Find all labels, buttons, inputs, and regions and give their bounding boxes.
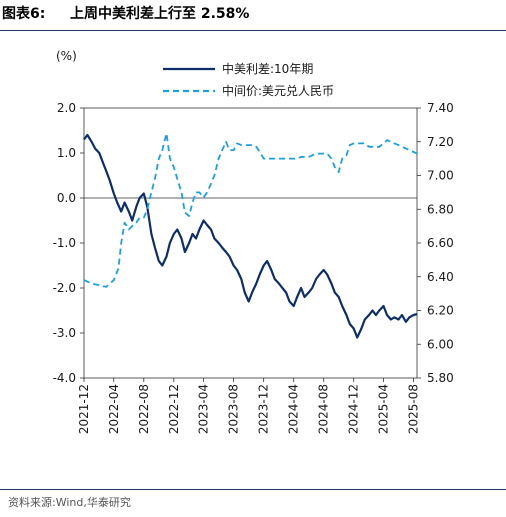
right-axis-tick-label: 6.00: [427, 337, 454, 351]
left-axis-tick-label: -3.0: [53, 326, 76, 340]
right-axis-tick-label: 7.00: [427, 169, 454, 183]
series-line-2: [83, 132, 418, 288]
source-note: 资料来源:Wind,华泰研究: [8, 496, 131, 509]
x-axis-tick-label: 2021-12: [77, 384, 91, 434]
x-axis-tick-label: 2022-04: [107, 384, 121, 434]
x-axis-tick-label: 2024-04: [287, 384, 301, 434]
source-rule: [0, 489, 506, 490]
x-axis-tick-label: 2022-12: [167, 384, 181, 434]
left-axis-tick-label: 1.0: [57, 146, 76, 160]
left-axis-tick-label: -1.0: [53, 236, 76, 250]
right-axis-tick-label: 6.80: [427, 202, 454, 216]
plot-frame: [83, 107, 418, 379]
right-axis-tick-label: 6.60: [427, 236, 454, 250]
left-axis-tick-label: -4.0: [53, 371, 76, 385]
x-axis-tick-label: 2024-12: [347, 384, 361, 434]
right-axis-tick-label: 7.40: [427, 101, 454, 115]
series-line-1: [83, 133, 418, 339]
x-axis-tick-label: 2023-08: [227, 384, 241, 434]
right-axis-tick-label: 6.40: [427, 270, 454, 284]
figure-label: 图表6:: [2, 6, 46, 22]
figure-title-text: 上周中美利差上行至 2.58%: [70, 6, 250, 22]
x-axis-tick-label: 2023-12: [257, 384, 271, 434]
x-axis-tick-label: 2024-08: [317, 384, 331, 434]
title-rule: [0, 30, 506, 31]
left-axis-tick-label: 0.0: [57, 191, 76, 205]
x-axis-tick-label: 2022-08: [137, 384, 151, 434]
left-axis-tick-label: -2.0: [53, 281, 76, 295]
legend-label-1: 中美利差:10年期: [222, 61, 313, 76]
x-axis-tick-label: 2025-08: [407, 384, 421, 434]
left-axis-tick-label: 2.0: [57, 101, 76, 115]
legend-label-2: 中间价:美元兑人民币: [222, 83, 334, 98]
left-axis-unit: (%): [56, 49, 77, 63]
figure-title: 图表6: 上周中美利差上行至 2.58%: [0, 0, 506, 30]
chart-svg: (%) 2.0 1.0 0.0 -1.0 -2.0 -3.0 -4.0 7.40 7.20 7.00…: [53, 49, 454, 434]
x-axis-tick-label: 2025-04: [377, 384, 391, 434]
x-axis-tick-label: 2023-04: [197, 384, 211, 434]
right-axis-tick-label: 5.80: [427, 371, 454, 385]
right-axis-tick-label: 6.20: [427, 304, 454, 318]
right-axis-tick-label: 7.20: [427, 135, 454, 149]
